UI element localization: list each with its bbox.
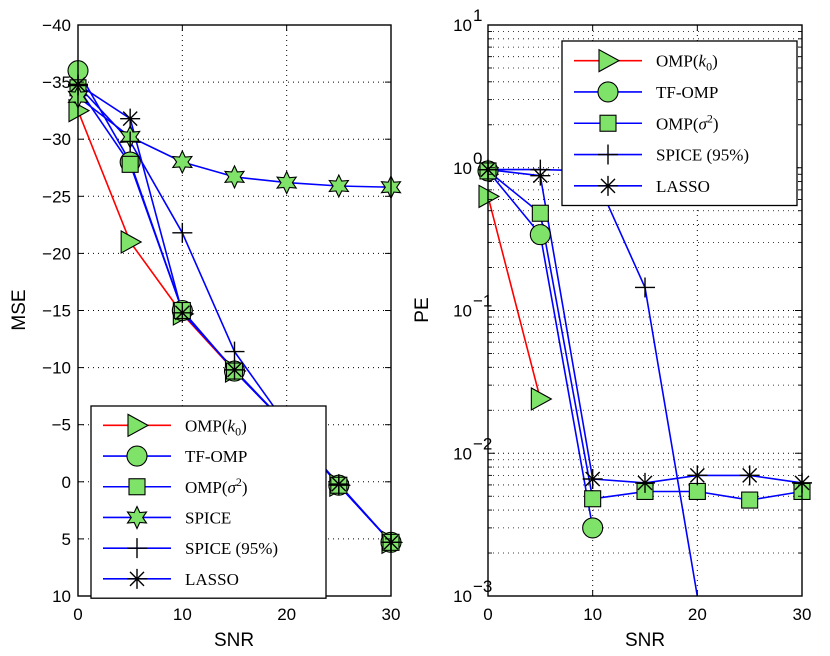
mse-marker-omp-2	[121, 155, 139, 173]
pe-y-tick-exponent: −3	[473, 577, 492, 596]
pe-marker-spice-95	[635, 277, 655, 298]
mse-legend-marker-tf-omp	[126, 445, 148, 467]
pe-x-tick-label: 20	[688, 605, 707, 624]
pe-y-tick-exponent: −2	[473, 434, 492, 453]
mse-marker-lasso	[328, 474, 349, 495]
pe-marker-omp-k0	[530, 387, 553, 411]
pe-x-tick-label: 30	[793, 605, 812, 624]
pe-marker-omp-2	[531, 204, 549, 222]
mse-marker-spice	[275, 170, 298, 195]
pe-legend-label-spice-95: SPICE (95%)	[656, 146, 749, 165]
mse-marker-lasso	[172, 302, 193, 323]
mse-y-tick-label: −15	[42, 302, 71, 321]
mse-marker-omp-k0	[120, 230, 143, 254]
pe-marker-lasso	[582, 469, 603, 490]
mse-x-axis-label: SNR	[214, 630, 254, 651]
mse-y-tick-label: −5	[52, 416, 71, 435]
pe-y-tick-exponent: 1	[473, 6, 482, 25]
mse-x-tick-label: 0	[73, 605, 82, 624]
mse-marker-lasso	[224, 359, 245, 380]
mse-x-tick-label: 30	[382, 605, 401, 624]
pe-legend-marker-omp-2	[599, 114, 617, 132]
mse-x-tick-label: 20	[277, 605, 296, 624]
mse-legend: OMP(k0) TF-OMP OMP(σ2) SPICE SPICE (95%) LASS…	[90, 405, 327, 599]
pe-legend-marker-spice-95	[598, 144, 618, 165]
pe-marker-lasso	[739, 465, 760, 486]
mse-marker-spice-95	[120, 131, 141, 152]
pe-legend-label-lasso: LASSO	[656, 177, 710, 196]
pe-marker-omp-k0	[478, 184, 501, 209]
mse-legend-marker-spice	[126, 505, 148, 530]
mse-x-tick-label: 10	[173, 605, 192, 624]
pe-legend-marker-lasso	[598, 175, 618, 196]
mse-legend-box	[90, 405, 327, 599]
mse-marker-lasso	[120, 108, 141, 129]
mse-y-tick-label: −40	[42, 16, 71, 35]
pe-y-tick-exponent: 0	[473, 149, 482, 168]
pe-legend-label-omp-2: OMP(σ2)	[656, 111, 719, 133]
pe-y-tick-label: 10	[453, 302, 472, 321]
mse-marker-spice-95	[224, 341, 245, 362]
mse-y-tick-label: −20	[42, 244, 71, 263]
mse-marker-spice-95	[172, 222, 193, 243]
pe-marker-tf-omp	[582, 517, 604, 539]
pe-x-axis-label: SNR	[625, 630, 665, 651]
mse-legend-label-omp-k0: OMP(k0)	[185, 416, 247, 438]
pe-y-tick-label: 10	[453, 16, 472, 35]
mse-legend-marker-omp-2	[128, 478, 146, 496]
mse-legend-marker-lasso	[127, 568, 147, 589]
pe-y-tick-label: 10	[453, 159, 472, 178]
pe-marker-omp-2	[741, 491, 759, 509]
pe-legend-marker-omp-k0	[598, 48, 621, 73]
mse-marker-spice	[171, 149, 194, 175]
mse-y-tick-label: −25	[42, 187, 71, 206]
mse-legend-marker-omp-k0	[127, 413, 150, 438]
pe-legend: OMP(k0) TF-OMP OMP(σ2) SPICE (95%) LASSO	[561, 40, 798, 207]
pe-x-tick-label: 0	[483, 605, 492, 624]
pe-line-omp-k0	[488, 196, 542, 400]
mse-y-tick-label: −10	[42, 359, 71, 378]
mse-y-tick-label: −35	[42, 73, 71, 92]
pe-marker-omp-2	[584, 490, 602, 508]
pe-marker-lasso	[530, 165, 551, 186]
mse-legend-marker-spice-95	[127, 538, 147, 559]
mse-y-tick-label: −30	[42, 130, 71, 149]
mse-marker-spice	[223, 164, 246, 190]
mse-legend-label-omp-2: OMP(σ2)	[185, 475, 248, 497]
pe-y-tick-exponent: −1	[473, 292, 492, 311]
pe-marker-lasso	[687, 465, 708, 486]
pe-legend-marker-tf-omp	[597, 81, 619, 103]
pe-x-tick-label: 10	[583, 605, 602, 624]
pe-marker-lasso	[635, 472, 655, 493]
mse-legend-label-spice-95: SPICE (95%)	[185, 539, 278, 558]
pe-y-tick-label: 10	[453, 587, 472, 606]
pe-y-tick-label: 10	[453, 444, 472, 463]
pe-marker-omp-2	[688, 482, 706, 501]
mse-marker-spice	[328, 173, 350, 199]
mse-legend-label-tf-omp: TF-OMP	[185, 447, 247, 466]
mse-legend-label-lasso: LASSO	[185, 570, 239, 589]
pe-marker-tf-omp	[529, 224, 551, 246]
mse-y-tick-label: 0	[62, 473, 71, 492]
mse-y-tick-label: 10	[52, 587, 71, 606]
pe-y-axis-label: PE	[412, 297, 433, 322]
mse-legend-label-spice: SPICE	[185, 508, 231, 527]
pe-legend-label-tf-omp: TF-OMP	[656, 83, 718, 102]
mse-y-tick-label: 5	[62, 530, 71, 549]
pe-legend-label-omp-k0: OMP(k0)	[656, 52, 718, 74]
mse-y-axis-label: MSE	[9, 289, 30, 330]
